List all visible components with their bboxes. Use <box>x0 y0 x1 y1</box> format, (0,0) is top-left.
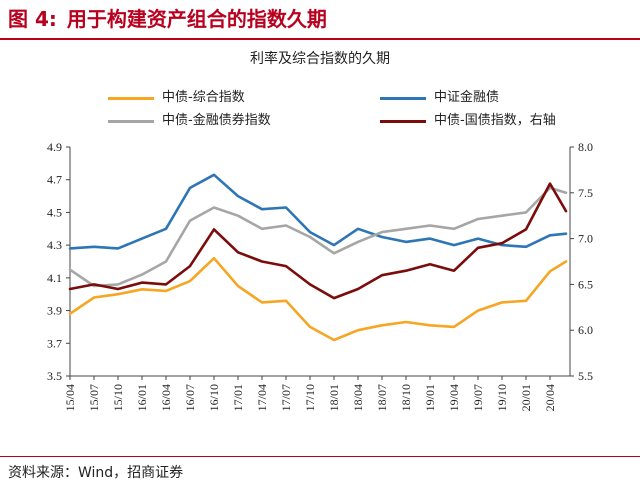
left-axis-tick-label: 3.5 <box>47 369 62 383</box>
series-line-1 <box>68 173 568 250</box>
x-axis-tick-label: 18/10 <box>399 384 413 411</box>
x-axis-tick-label: 16/07 <box>183 384 197 411</box>
legend-label-treasury: 中债-国债指数，右轴 <box>434 113 556 128</box>
bottom-rule <box>0 456 640 457</box>
left-axis-tick-label: 3.9 <box>47 304 62 318</box>
legend-label-composite: 中债-综合指数 <box>162 90 245 105</box>
right-axis-tick-label: 6.5 <box>578 277 593 291</box>
left-axis-tick-label: 4.9 <box>47 140 62 154</box>
left-axis-tick-label: 3.7 <box>47 336 62 350</box>
left-axis-tick-label: 4.5 <box>47 205 62 219</box>
x-axis-tick-label: 15/04 <box>63 384 77 411</box>
right-axis-tick-label: 6.0 <box>578 323 593 337</box>
x-axis-tick-label: 17/01 <box>231 384 245 411</box>
top-rule <box>0 38 640 40</box>
x-axis-tick-label: 20/01 <box>519 384 533 411</box>
x-axis-tick-label: 15/10 <box>111 384 125 411</box>
legend-label-csi-financial: 中证金融债 <box>434 90 500 105</box>
legend-swatch-composite <box>108 97 154 100</box>
series-line-2 <box>68 186 568 288</box>
x-axis-tick-label: 19/07 <box>471 384 485 411</box>
legend-item-financial-bond: 中债-金融债券指数 <box>108 112 338 130</box>
left-axis-tick-label: 4.3 <box>47 238 62 252</box>
legend-swatch-financial-bond <box>108 120 154 123</box>
right-axis-tick-label: 5.5 <box>578 369 593 383</box>
x-axis-tick-label: 19/10 <box>495 384 509 411</box>
x-axis-tick-label: 19/04 <box>447 384 461 411</box>
left-axis-tick-label: 4.7 <box>47 173 62 187</box>
series-line-3 <box>68 182 568 300</box>
x-axis-tick-label: 19/01 <box>423 384 437 411</box>
figure-number: 图 4: <box>8 7 57 31</box>
x-axis-tick-label: 18/07 <box>375 384 389 411</box>
source-note: 资料来源：Wind，招商证券 <box>8 465 184 481</box>
x-axis-tick-label: 15/07 <box>87 384 101 411</box>
x-axis-tick-label: 18/01 <box>327 384 341 411</box>
legend-item-composite: 中债-综合指数 <box>108 89 338 107</box>
x-axis-tick-label: 16/04 <box>159 384 173 411</box>
legend-item-csi-financial: 中证金融债 <box>380 89 610 107</box>
right-axis-tick-label: 7.0 <box>578 232 593 246</box>
x-axis-tick-label: 16/01 <box>135 384 149 411</box>
legend-swatch-csi-financial <box>380 97 426 100</box>
x-axis-tick-label: 16/10 <box>207 384 221 411</box>
left-axis-tick-label: 4.1 <box>47 271 62 285</box>
series-line-0 <box>68 256 568 342</box>
x-axis-tick-label: 18/04 <box>351 384 365 411</box>
figure-title-text: 用于构建资产组合的指数久期 <box>66 7 327 31</box>
x-axis-tick-label: 17/10 <box>303 384 317 411</box>
right-axis-tick-label: 8.0 <box>578 140 593 154</box>
legend-label-financial-bond: 中债-金融债券指数 <box>162 113 271 128</box>
legend-item-treasury: 中债-国债指数，右轴 <box>380 112 620 130</box>
figure-title: 图 4: 用于构建资产组合的指数久期 <box>8 3 327 35</box>
x-axis-tick-label: 20/04 <box>543 384 557 411</box>
right-axis-tick-label: 7.5 <box>578 186 593 200</box>
legend-swatch-treasury <box>380 120 426 123</box>
x-axis-tick-label: 17/04 <box>255 384 269 411</box>
x-axis-tick-label: 17/07 <box>279 384 293 411</box>
chart-title: 利率及综合指数的久期 <box>250 51 390 67</box>
